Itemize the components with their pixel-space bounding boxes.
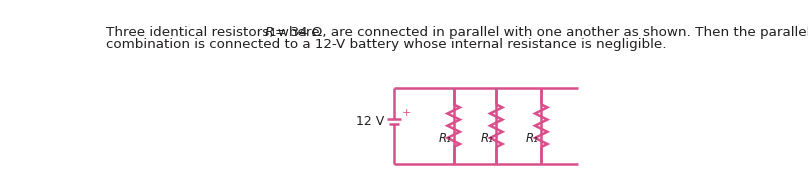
Text: combination is connected to a 12-V battery whose internal resistance is negligib: combination is connected to a 12-V batte… bbox=[106, 38, 667, 51]
Text: R: R bbox=[264, 26, 274, 39]
Text: = 34 Ω, are connected in parallel with one another as shown. Then the parallel: = 34 Ω, are connected in parallel with o… bbox=[275, 26, 808, 39]
Text: 12 V: 12 V bbox=[356, 115, 385, 128]
Text: Three identical resistors, where: Three identical resistors, where bbox=[106, 26, 323, 39]
Text: 1: 1 bbox=[270, 28, 276, 38]
Text: R₁: R₁ bbox=[481, 132, 494, 145]
Text: R₁: R₁ bbox=[526, 132, 539, 145]
Text: +: + bbox=[402, 108, 411, 118]
Text: R₁: R₁ bbox=[439, 132, 452, 145]
